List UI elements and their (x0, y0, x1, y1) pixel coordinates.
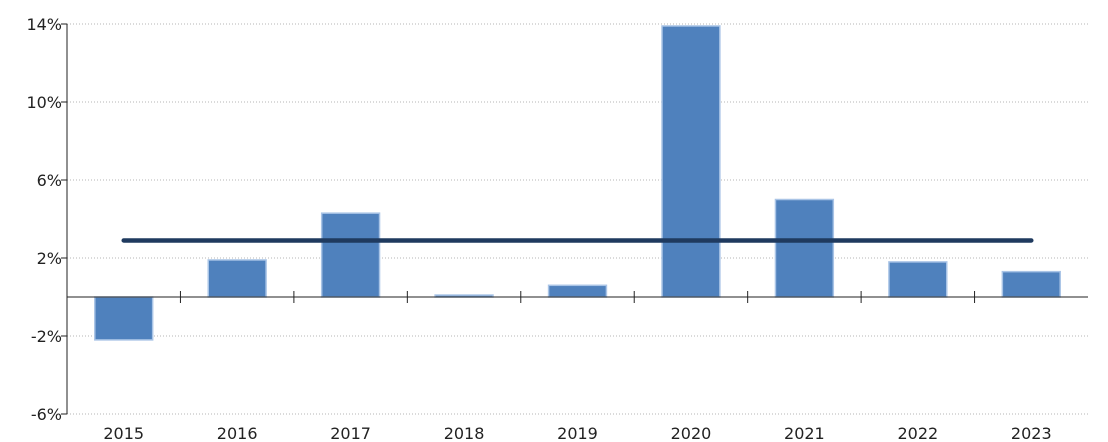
x-tick-label: 2018 (444, 424, 485, 442)
bar-2020 (661, 25, 721, 298)
axes (61, 23, 1088, 415)
bar-2019 (547, 284, 608, 298)
x-tick-label: 2015 (103, 424, 144, 442)
y-tick-label: 14% (26, 15, 62, 34)
gridlines (67, 23, 1088, 415)
y-tick-label: 10% (26, 93, 62, 112)
bar-2023 (1001, 270, 1061, 298)
bar-2022 (888, 261, 948, 298)
bar-2021 (774, 198, 835, 298)
bar-2015 (94, 296, 154, 341)
y-tick-label: 2% (37, 249, 62, 268)
y-tick-label: -6% (31, 405, 62, 424)
x-tick-label: 2021 (784, 424, 825, 442)
tick-labels: 14% 10% 6% 2% -2% -6% 2015 2016 2017 2018 2019 2020… (26, 15, 1051, 442)
bar-2017 (320, 212, 381, 298)
x-tick-label: 2016 (217, 424, 258, 442)
x-tick-label: 2020 (671, 424, 712, 442)
x-tick-label: 2023 (1011, 424, 1052, 442)
bar-2016 (207, 259, 267, 298)
y-tick-label: -2% (31, 327, 62, 346)
x-tick-label: 2017 (330, 424, 371, 442)
y-tick-label: 6% (37, 171, 62, 190)
x-tick-label: 2022 (897, 424, 938, 442)
bars (94, 25, 1061, 341)
x-tick-label: 2019 (557, 424, 598, 442)
